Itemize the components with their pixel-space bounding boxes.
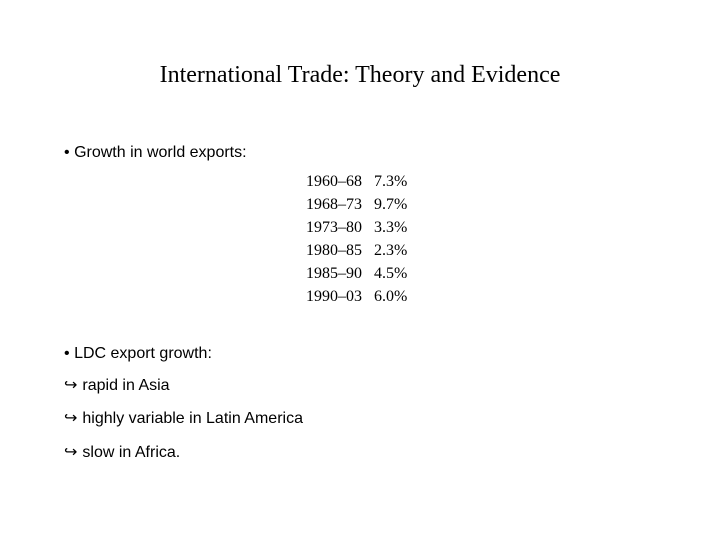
slide-title: International Trade: Theory and Evidence: [159, 62, 561, 88]
table-row: 1990–03 6.0%: [306, 285, 407, 308]
period-cell: 1973–80: [306, 219, 362, 236]
export-growth-table: 1960–68 7.3% 1968–73 9.7% 1973–80 3.3% 1…: [306, 170, 407, 308]
sub-item-text: rapid in Asia: [82, 377, 170, 394]
sub-item-text: highly variable in Latin America: [82, 410, 303, 427]
period-cell: 1985–90: [306, 265, 362, 282]
growth-cell: 7.3%: [374, 173, 408, 190]
growth-cell: 6.0%: [374, 288, 408, 305]
growth-cell: 3.3%: [374, 219, 408, 236]
sub-item-text: slow in Africa.: [82, 444, 181, 461]
period-cell: 1960–68: [306, 173, 362, 190]
hook-arrow-icon: ↪: [64, 377, 78, 394]
bullet-icon: •: [64, 345, 70, 362]
sub-item-asia: ↪ rapid in Asia: [64, 376, 170, 396]
growth-cell: 4.5%: [374, 265, 408, 282]
bullet-text: LDC export growth:: [74, 345, 212, 362]
bullet-growth-world-exports: • Growth in world exports:: [64, 143, 247, 163]
sub-item-latin-america: ↪ highly variable in Latin America: [64, 409, 303, 429]
table-row: 1973–80 3.3%: [306, 216, 407, 239]
bullet-icon: •: [64, 144, 70, 161]
table-row: 1985–90 4.5%: [306, 262, 407, 285]
period-cell: 1980–85: [306, 242, 362, 259]
period-cell: 1990–03: [306, 288, 362, 305]
table-row: 1960–68 7.3%: [306, 170, 407, 193]
hook-arrow-icon: ↪: [64, 444, 78, 461]
hook-arrow-icon: ↪: [64, 410, 78, 427]
growth-cell: 9.7%: [374, 196, 408, 213]
sub-item-africa: ↪ slow in Africa.: [64, 443, 180, 463]
bullet-ldc-export-growth: • LDC export growth:: [64, 344, 212, 364]
bullet-text: Growth in world exports:: [74, 144, 247, 161]
growth-cell: 2.3%: [374, 242, 408, 259]
table-row: 1980–85 2.3%: [306, 239, 407, 262]
period-cell: 1968–73: [306, 196, 362, 213]
table-row: 1968–73 9.7%: [306, 193, 407, 216]
